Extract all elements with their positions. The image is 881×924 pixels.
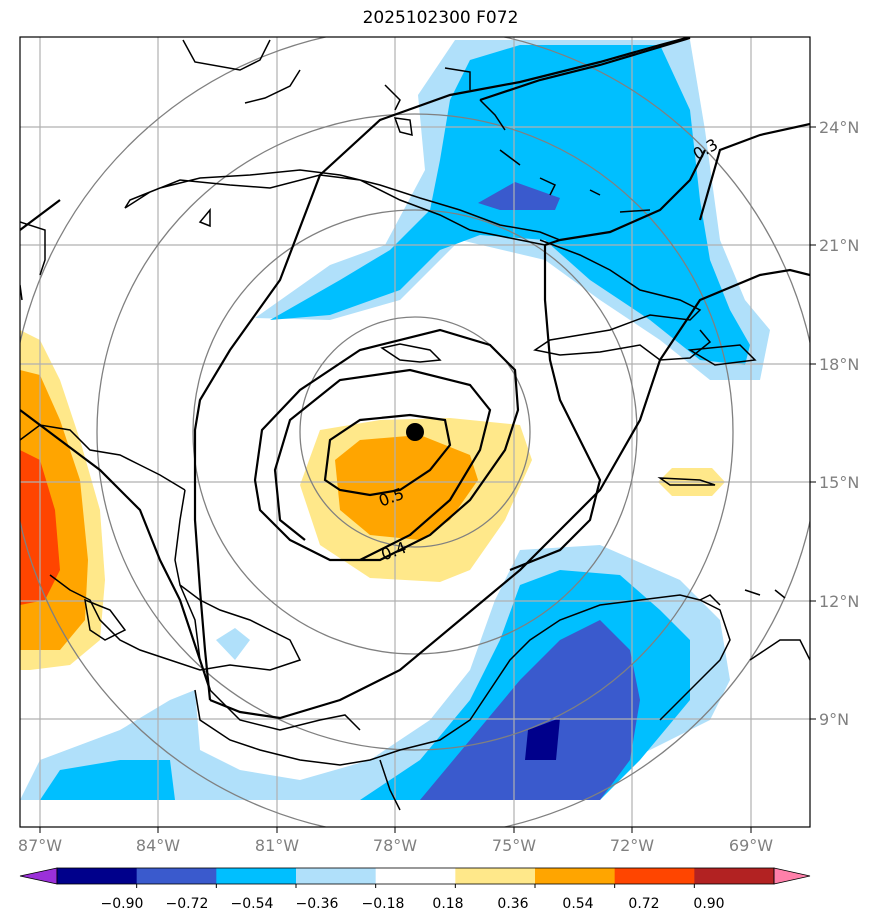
fill-south-darkblue bbox=[420, 620, 640, 800]
tick-marks bbox=[39, 126, 816, 833]
lon-label: 72°W bbox=[610, 836, 654, 855]
fill-center-orange bbox=[335, 435, 478, 540]
map-frame bbox=[19, 36, 811, 828]
coastlines bbox=[20, 39, 810, 811]
colorbar-tick-label: −0.18 bbox=[362, 896, 405, 912]
lat-label: 15°N bbox=[819, 473, 859, 492]
colorbar-tick-label: −0.90 bbox=[101, 896, 144, 912]
lat-label: 12°N bbox=[819, 592, 859, 611]
colorbar-segment bbox=[136, 868, 217, 884]
colorbar bbox=[19, 867, 811, 888]
storm-center-dot bbox=[406, 423, 424, 441]
fill-south-navy bbox=[525, 718, 560, 760]
lat-label: 18°N bbox=[819, 355, 859, 374]
lat-labels: 24°N 21°N 18°N 15°N 12°N 9°N bbox=[819, 118, 859, 729]
colorbar-segment bbox=[57, 868, 138, 884]
colorbar-segment bbox=[296, 868, 377, 884]
fill-south-blue bbox=[40, 760, 175, 800]
colorbar-segment bbox=[694, 868, 775, 884]
map-area: 0.3 0.5 0.4 bbox=[20, 37, 810, 827]
colorbar-tick-label: −0.54 bbox=[231, 896, 274, 912]
lon-label: 69°W bbox=[729, 836, 773, 855]
lon-label: 78°W bbox=[373, 836, 417, 855]
colorbar-tick-label: 0.90 bbox=[693, 896, 724, 912]
colorbar-extend-low bbox=[19, 867, 58, 885]
lon-label: 87°W bbox=[18, 836, 62, 855]
colorbar-ticks: −0.90 −0.72 −0.54 −0.36 −0.18 0.18 0.36 … bbox=[101, 896, 725, 912]
colorbar-extend-high bbox=[773, 867, 811, 885]
colorbar-tick-label: 0.54 bbox=[562, 896, 593, 912]
colorbar-tick-label: −0.72 bbox=[166, 896, 209, 912]
colorbar-segment bbox=[455, 868, 536, 884]
lat-label: 24°N bbox=[819, 118, 859, 137]
colorbar-tick-label: 0.18 bbox=[432, 896, 463, 912]
filled-contours bbox=[20, 40, 770, 800]
colorbar-segment bbox=[614, 868, 695, 884]
colorbar-segment bbox=[216, 868, 297, 884]
fill-north-darkblue bbox=[478, 182, 560, 210]
colorbar-segment bbox=[535, 868, 616, 884]
contour-lines bbox=[20, 37, 810, 720]
lat-label: 9°N bbox=[819, 710, 849, 729]
lon-label: 81°W bbox=[255, 836, 299, 855]
map-title: 2025102300 F072 bbox=[362, 8, 519, 28]
colorbar-tick-label: 0.72 bbox=[628, 896, 659, 912]
colorbar-segment bbox=[375, 868, 456, 884]
lat-label: 21°N bbox=[819, 236, 859, 255]
colorbar-tick-label: 0.36 bbox=[497, 896, 528, 912]
lon-labels: 87°W 84°W 81°W 78°W 75°W 72°W 69°W bbox=[18, 836, 773, 855]
gridlines bbox=[20, 37, 810, 827]
colorbar-tick-label: −0.36 bbox=[296, 896, 339, 912]
lon-label: 84°W bbox=[136, 836, 180, 855]
lon-label: 75°W bbox=[492, 836, 536, 855]
range-rings bbox=[20, 37, 810, 827]
colorbar-outline bbox=[56, 867, 775, 885]
fill-small-lightblue bbox=[216, 628, 250, 660]
